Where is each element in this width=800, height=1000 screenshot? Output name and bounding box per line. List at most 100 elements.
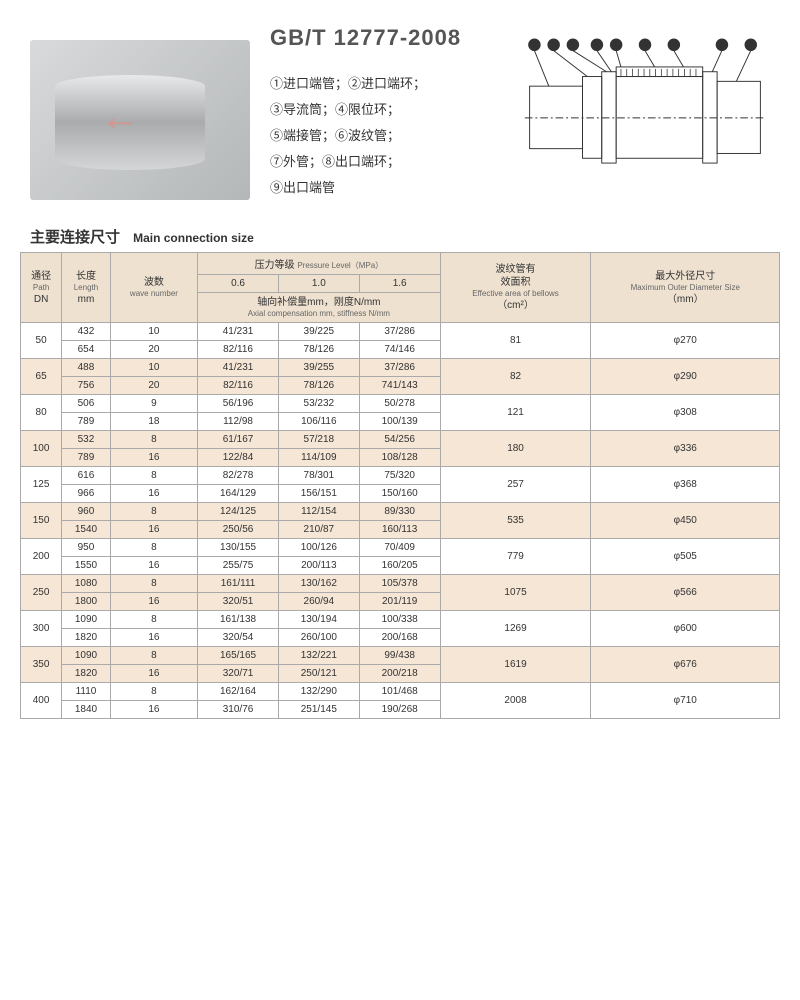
header-p10: 1.0 [278, 275, 359, 293]
header-axial: 轴向补偿量mm，刚度N/mmAxial compensation mm, sti… [198, 293, 440, 323]
cell-length: 1540 [62, 521, 111, 539]
cell-p16: 200/168 [359, 629, 440, 647]
table-row: 654881041/23139/25537/28682φ290 [21, 359, 780, 377]
cell-effarea: 1269 [440, 611, 591, 647]
cell-od: φ710 [591, 683, 780, 719]
header-length: 长度Lengthmm [62, 253, 111, 323]
cell-p16: 54/256 [359, 431, 440, 449]
table-row: 30010908161/138130/194100/3381269φ600 [21, 611, 780, 629]
cell-dn: 200 [21, 539, 62, 575]
product-image [30, 40, 250, 200]
cell-p10: 39/225 [278, 323, 359, 341]
standard-code: GB/T 12777-2008 [270, 25, 500, 51]
technical-diagram: 1 2 3 4 5 6 7 8 9 [520, 30, 770, 200]
cell-p10: 106/116 [278, 413, 359, 431]
cell-wave: 8 [110, 431, 197, 449]
cell-dn: 80 [21, 395, 62, 431]
table-row: 2009508130/155100/12670/409779φ505 [21, 539, 780, 557]
header-p16: 1.6 [359, 275, 440, 293]
cell-wave: 10 [110, 323, 197, 341]
cell-od: φ566 [591, 575, 780, 611]
cell-length: 789 [62, 449, 111, 467]
cell-p10: 39/255 [278, 359, 359, 377]
cell-p06: 162/164 [198, 683, 279, 701]
cell-p06: 320/51 [198, 593, 279, 611]
header-p06: 0.6 [198, 275, 279, 293]
cell-p10: 250/121 [278, 665, 359, 683]
cell-p10: 130/162 [278, 575, 359, 593]
cell-effarea: 2008 [440, 683, 591, 719]
cell-wave: 8 [110, 467, 197, 485]
cell-p06: 320/71 [198, 665, 279, 683]
svg-text:6: 6 [643, 40, 648, 50]
cell-wave: 16 [110, 629, 197, 647]
cell-p10: 112/154 [278, 503, 359, 521]
table-row: 80506956/19653/23250/278121φ308 [21, 395, 780, 413]
cell-dn: 350 [21, 647, 62, 683]
cell-length: 488 [62, 359, 111, 377]
cell-length: 1090 [62, 647, 111, 665]
cell-p10: 210/87 [278, 521, 359, 539]
cell-effarea: 1619 [440, 647, 591, 683]
cell-wave: 16 [110, 701, 197, 719]
cell-wave: 16 [110, 593, 197, 611]
cell-p10: 57/218 [278, 431, 359, 449]
cell-wave: 18 [110, 413, 197, 431]
table-header: 通径PathDN 长度Lengthmm 波数wave number 压力等级 P… [21, 253, 780, 323]
cell-length: 1840 [62, 701, 111, 719]
section-title: 主要连接尺寸 Main connection size [0, 211, 800, 252]
header-effarea: 波纹管有效面积Effective area of bellows（cm²） [440, 253, 591, 323]
cell-effarea: 121 [440, 395, 591, 431]
cell-wave: 8 [110, 611, 197, 629]
cell-p06: 82/116 [198, 377, 279, 395]
cell-p10: 114/109 [278, 449, 359, 467]
spec-table: 通径PathDN 长度Lengthmm 波数wave number 压力等级 P… [20, 252, 780, 719]
cell-p06: 165/165 [198, 647, 279, 665]
cell-p06: 255/75 [198, 557, 279, 575]
table-row: 100532861/16757/21854/256180φ336 [21, 431, 780, 449]
cell-effarea: 779 [440, 539, 591, 575]
cell-od: φ368 [591, 467, 780, 503]
cell-p06: 41/231 [198, 359, 279, 377]
cell-effarea: 1075 [440, 575, 591, 611]
cell-length: 432 [62, 323, 111, 341]
cell-p10: 130/194 [278, 611, 359, 629]
cell-p06: 61/167 [198, 431, 279, 449]
cell-p16: 74/146 [359, 341, 440, 359]
cell-length: 966 [62, 485, 111, 503]
cell-p10: 100/126 [278, 539, 359, 557]
cell-p16: 70/409 [359, 539, 440, 557]
svg-text:7: 7 [671, 40, 676, 50]
cell-p16: 37/286 [359, 323, 440, 341]
cell-dn: 400 [21, 683, 62, 719]
cell-p16: 150/160 [359, 485, 440, 503]
cell-p06: 320/54 [198, 629, 279, 647]
cell-length: 532 [62, 431, 111, 449]
cell-p10: 53/232 [278, 395, 359, 413]
cell-p16: 190/268 [359, 701, 440, 719]
svg-text:8: 8 [720, 40, 725, 50]
cell-p16: 100/338 [359, 611, 440, 629]
cell-p16: 101/468 [359, 683, 440, 701]
cell-od: φ505 [591, 539, 780, 575]
cell-length: 506 [62, 395, 111, 413]
cell-p06: 164/129 [198, 485, 279, 503]
cell-length: 1820 [62, 665, 111, 683]
cell-dn: 50 [21, 323, 62, 359]
cell-od: φ290 [591, 359, 780, 395]
cell-dn: 300 [21, 611, 62, 647]
cell-p10: 260/100 [278, 629, 359, 647]
cell-p10: 78/126 [278, 341, 359, 359]
cell-p16: 75/320 [359, 467, 440, 485]
table-row: 35010908165/165132/22199/4381619φ676 [21, 647, 780, 665]
cell-p16: 37/286 [359, 359, 440, 377]
cell-wave: 16 [110, 665, 197, 683]
header-section: GB/T 12777-2008 ①进口端管；②进口端环；③导流筒；④限位环；⑤端… [0, 0, 800, 211]
cell-length: 1820 [62, 629, 111, 647]
cell-p16: 105/378 [359, 575, 440, 593]
cell-p16: 160/113 [359, 521, 440, 539]
cell-p10: 200/113 [278, 557, 359, 575]
cell-wave: 9 [110, 395, 197, 413]
header-od: 最大外径尺寸Maximum Outer Diameter Size（mm） [591, 253, 780, 323]
cell-wave: 8 [110, 503, 197, 521]
